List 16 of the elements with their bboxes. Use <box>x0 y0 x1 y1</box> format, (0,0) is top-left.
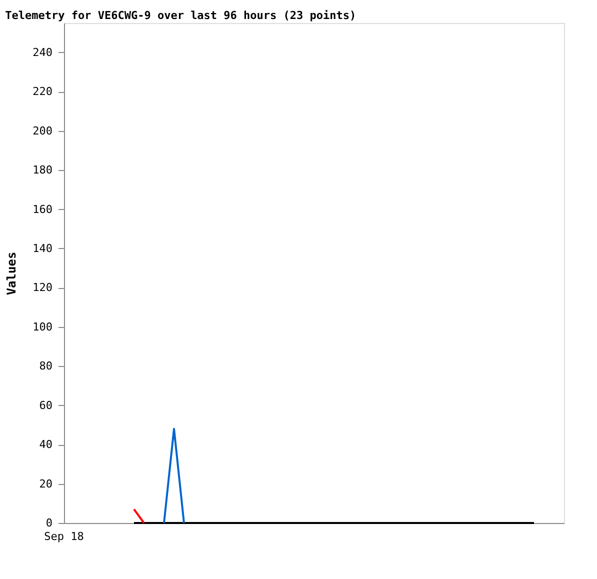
y-tick-label: 60 <box>39 398 52 412</box>
y-tick-label: 0 <box>46 516 52 530</box>
y-tick-label: 160 <box>32 202 52 216</box>
y-tick-label: 80 <box>39 360 52 373</box>
chart-title: Telemetry for VE6CWG-9 over last 96 hours (23 points) <box>5 9 356 22</box>
y-tick-label: 240 <box>32 46 52 59</box>
y-tick-label: 40 <box>39 438 52 452</box>
y-tick-label: 100 <box>32 320 52 334</box>
y-tick-label: 20 <box>39 477 52 490</box>
text: Sep 18 <box>44 530 84 543</box>
y-tick-label: 120 <box>32 281 52 294</box>
y-tick-label: 140 <box>32 242 52 255</box>
y-tick-label: 180 <box>32 164 52 177</box>
y-tick-label: 220 <box>32 85 52 98</box>
y-axis-title: Values <box>4 252 19 296</box>
y-tick-label: 200 <box>32 124 52 138</box>
